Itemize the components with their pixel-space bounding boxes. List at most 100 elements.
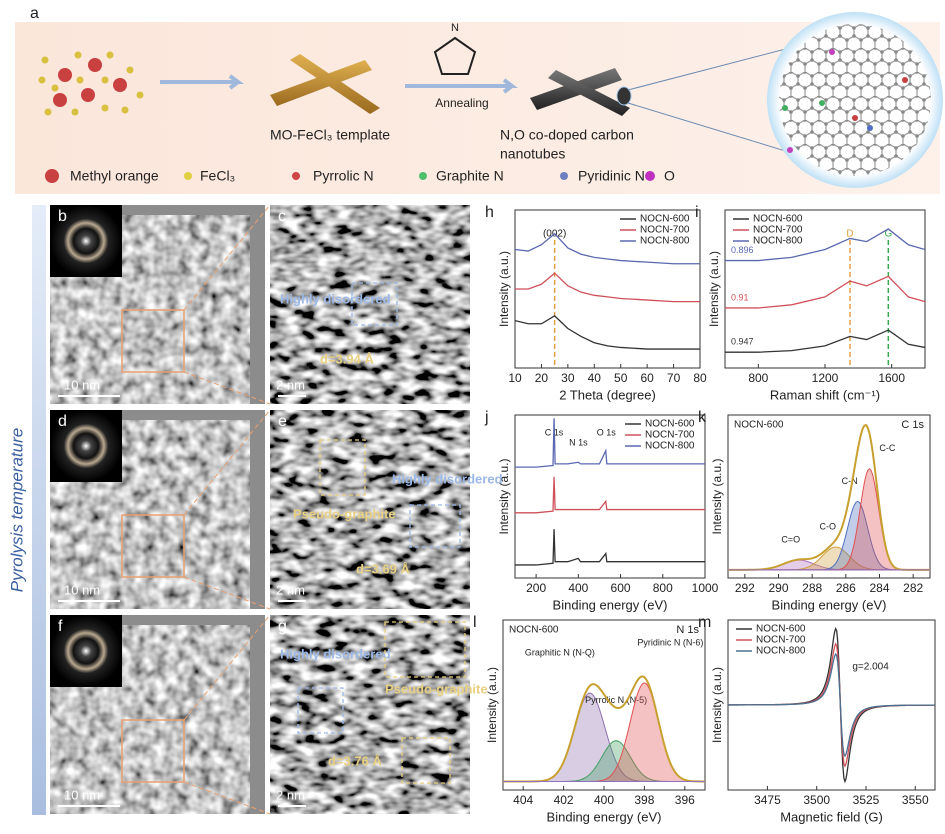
dopant-atoms xyxy=(782,49,908,153)
x-tick-label: 3500 xyxy=(803,793,830,807)
side-bar xyxy=(32,205,46,815)
x-tick-label: 402 xyxy=(554,793,574,807)
region-box xyxy=(351,282,398,326)
panel-label: f xyxy=(58,618,63,635)
zoom-line xyxy=(183,781,271,815)
tem-annotation: Highly disordered xyxy=(392,471,503,486)
x-tick-label: 3550 xyxy=(902,793,929,807)
scale-bar-label: 10 nm xyxy=(64,787,100,802)
legend-label: NOCN-600 xyxy=(640,214,690,225)
x-tick-label: 800 xyxy=(653,581,673,595)
legend-label: FeCl₃ xyxy=(200,168,235,184)
series-line xyxy=(725,329,925,353)
component-label: Pyrrolic N (N-5) xyxy=(585,695,647,705)
tem-annotation: Highly disordered xyxy=(280,646,391,661)
scale-bar-label: 10 nm xyxy=(64,582,100,597)
sample-label: NOCN-600 xyxy=(509,625,559,636)
x-axis-label: Binding energy (eV) xyxy=(772,597,887,612)
region-box xyxy=(384,621,466,678)
region-box xyxy=(401,737,451,784)
product-label: nanotubes xyxy=(500,146,565,162)
scale-bar-label: 2 nm xyxy=(276,377,305,392)
template-label: MO-FeCl₃ template xyxy=(270,127,390,143)
g-factor: g=2.004 xyxy=(852,661,889,672)
legend-label: NOCN-800 xyxy=(756,646,806,657)
legend-label: O xyxy=(664,168,675,184)
fft-inset xyxy=(50,410,122,482)
panel-label: l xyxy=(473,614,477,631)
region-box xyxy=(297,687,344,734)
tem-annotation: Pseudo-graphite xyxy=(293,506,396,521)
legend-label: NOCN-600 xyxy=(645,419,695,430)
series-line xyxy=(515,418,705,468)
legend-label: NOCN-700 xyxy=(753,225,803,236)
tem-annotation: d=3.76 Å xyxy=(328,753,382,768)
component-label: C-N xyxy=(842,476,858,486)
x-tick-label: 286 xyxy=(836,581,856,595)
plot-frame xyxy=(727,619,936,791)
peak-label: N 1s xyxy=(569,437,588,447)
arrow xyxy=(160,74,244,90)
legend-label: NOCN-700 xyxy=(645,430,695,441)
component-label: Graphitic N (N-Q) xyxy=(525,647,595,657)
zoom-line xyxy=(183,614,271,721)
panel-label: h xyxy=(485,204,494,221)
x-tick-label: 398 xyxy=(634,793,654,807)
fit-envelope xyxy=(728,423,930,571)
panel-label: m xyxy=(698,614,711,631)
x-tick-label: 284 xyxy=(869,581,889,595)
scale-bar-label: 10 nm xyxy=(64,377,100,392)
tem-hr xyxy=(270,615,470,814)
x-tick-label: 3525 xyxy=(853,793,880,807)
pyrrole-atom: N xyxy=(451,22,459,34)
x-tick-label: 800 xyxy=(748,371,768,385)
legend-label: NOCN-800 xyxy=(753,236,803,247)
panel-label: j xyxy=(484,409,489,426)
x-tick-label: 80 xyxy=(693,371,707,385)
y-axis-label: Intensity (a.u.) xyxy=(707,251,721,327)
graphene-lattice xyxy=(779,24,931,176)
scale-bar-label: 2 nm xyxy=(276,787,305,802)
legend-label: Pyridinic N xyxy=(578,168,645,184)
component-label: C-C xyxy=(879,443,895,453)
panel-label: b xyxy=(58,208,67,225)
series-line xyxy=(515,476,705,514)
tem-hr xyxy=(270,410,470,609)
panel-label: g xyxy=(278,618,287,635)
zoom-line xyxy=(183,409,271,516)
legend-symbols xyxy=(45,169,655,183)
ratio-label: 0.91 xyxy=(731,292,749,302)
panel-label: c xyxy=(278,208,286,225)
legend-label: NOCN-800 xyxy=(645,441,695,452)
series-line xyxy=(515,529,705,566)
x-tick-label: 292 xyxy=(735,581,755,595)
core-level-label: C 1s xyxy=(901,419,924,431)
x-tick-label: 3475 xyxy=(754,793,781,807)
x-axis-label: 2 Theta (degree) xyxy=(559,387,656,402)
component-label: C=O xyxy=(781,534,800,544)
tem-annotation: Pseudo-graphite xyxy=(385,681,488,696)
x-tick-label: 30 xyxy=(561,371,575,385)
nanotubes xyxy=(530,68,632,116)
tem-annotation: d=3.69 Å xyxy=(356,561,410,576)
zoom-box xyxy=(121,719,185,783)
epr-curve xyxy=(728,652,935,758)
reference-label: D xyxy=(846,229,853,240)
y-axis-label: Intensity (a.u.) xyxy=(710,458,724,534)
x-axis-label: Raman shift (cm⁻¹) xyxy=(770,387,880,402)
x-tick-label: 400 xyxy=(568,581,588,595)
region-box xyxy=(319,439,366,496)
x-axis-label: Binding energy (eV) xyxy=(547,809,662,824)
step-label: Annealing xyxy=(435,96,488,110)
x-axis-label: Binding energy (eV) xyxy=(553,597,668,612)
series-line xyxy=(725,228,925,262)
sample-label: NOCN-600 xyxy=(734,420,784,431)
plot-frame xyxy=(514,414,706,579)
x-tick-label: 282 xyxy=(903,581,923,595)
y-axis-label: Intensity (a.u.) xyxy=(497,251,511,327)
ratio-label: 0.896 xyxy=(731,245,754,255)
x-tick-label: 70 xyxy=(667,371,681,385)
legend-label: NOCN-600 xyxy=(756,624,806,635)
tem-annotation: Highly disordered xyxy=(280,291,391,306)
